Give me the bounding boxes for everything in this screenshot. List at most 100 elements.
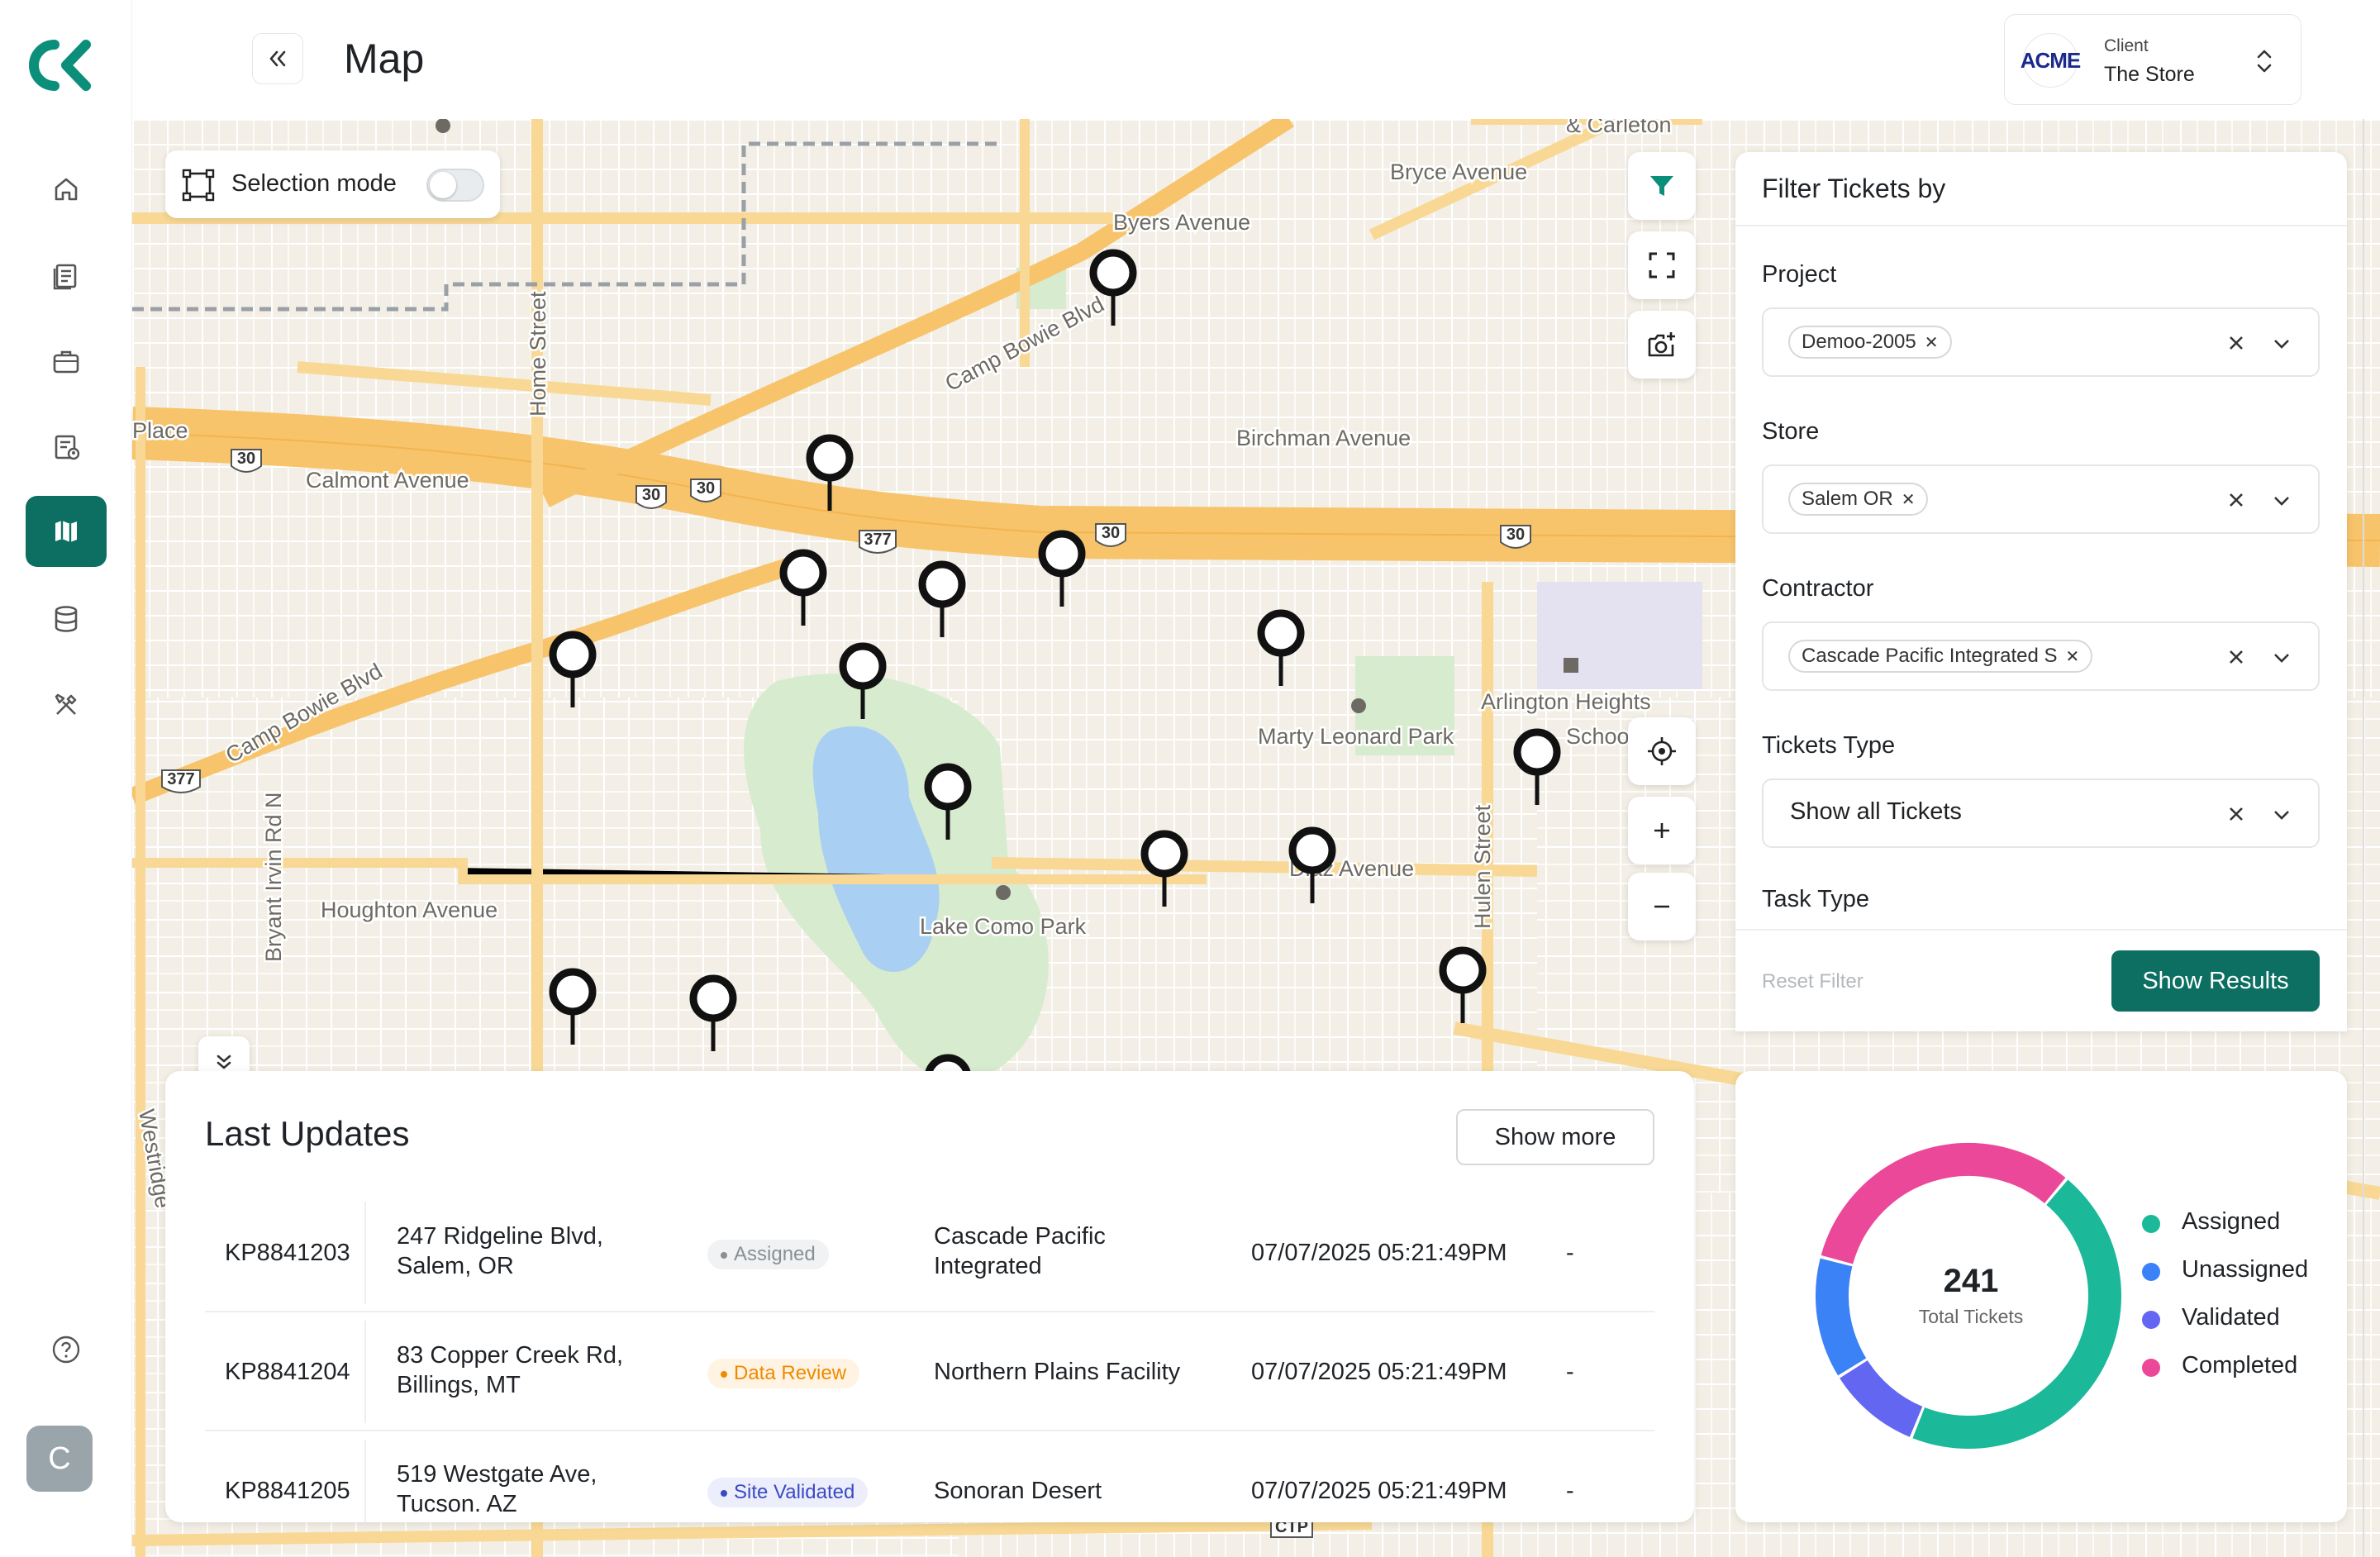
legend-label: Completed [2182,1352,2298,1378]
ticket-pin[interactable] [1038,530,1086,607]
legend-label: Validated [2182,1304,2280,1331]
svg-text:30: 30 [642,486,660,504]
table-row[interactable]: KP8841205 519 Westgate Ave, Tucson. AZ Site… [205,1431,1654,1522]
project-chip[interactable]: Demoo-2005 ✕ [1788,326,1952,359]
project-select[interactable]: Demoo-2005 ✕ [1762,307,2320,377]
legend-swatch [2142,1359,2160,1377]
selection-frame-icon [182,169,215,202]
ticket-pin[interactable] [549,631,597,707]
remove-chip-icon[interactable]: ✕ [1901,491,1916,509]
sidebar-item-map[interactable] [26,496,107,567]
ticket-pin[interactable] [1257,609,1305,686]
ticket-pin[interactable] [924,763,972,840]
selection-mode-toggle[interactable] [426,169,484,202]
sidebar-item-projects[interactable] [26,326,107,397]
column-divider [364,1440,366,1522]
status-badge: Site Validated [707,1478,869,1507]
user-avatar[interactable]: C [26,1426,93,1492]
chevron-down-icon[interactable] [2270,648,2293,668]
sidebar-item-tickets[interactable] [26,412,107,483]
contractor-select[interactable]: Cascade Pacific Integrated S ✕ [1762,621,2320,691]
donut-segment-completed[interactable] [1821,1143,2066,1264]
help-button[interactable] [26,1314,107,1385]
sidebar-item-database[interactable] [26,583,107,655]
sidebar-item-home[interactable] [26,154,107,225]
address-line-1: 83 Copper Creek Rd, [397,1342,624,1369]
database-icon [55,606,78,632]
svg-text:377: 377 [864,531,891,549]
ticket-pin[interactable] [1513,728,1561,805]
sidebar-item-documents[interactable] [26,240,107,311]
contractor-chip[interactable]: Cascade Pacific Integrated S ✕ [1788,640,2093,673]
app-logo[interactable] [26,36,93,94]
ticket-pin[interactable] [549,968,597,1045]
clear-icon[interactable] [2224,488,2249,512]
chip-label: Salem OR [1802,488,1893,510]
ticket-id: KP8841204 [225,1359,350,1385]
ticket-id: KP8841203 [225,1240,350,1266]
zoom-out-button[interactable] [1628,873,1696,940]
ticket-pin[interactable] [1288,826,1336,903]
sidebar-item-tools[interactable] [26,669,107,740]
donut-segment-unassigned[interactable] [1816,1258,1867,1376]
svg-text:30: 30 [697,479,715,498]
remove-chip-icon[interactable]: ✕ [1924,334,1939,352]
ticket-pin[interactable] [839,642,887,719]
show-results-button[interactable]: Show Results [2111,950,2320,1012]
address-line-2: Salem, OR [397,1253,514,1279]
svg-text:CTP: CTP [1275,1518,1308,1536]
chevron-down-icon[interactable] [2270,334,2293,354]
filter-button[interactable] [1628,152,1696,220]
ticket-pin[interactable] [806,434,854,511]
ticket-pin[interactable] [1439,946,1487,1023]
donut-segment-assigned[interactable] [1912,1179,2121,1449]
table-row[interactable]: KP8841203 247 Ridgeline Blvd, Salem, OR Ass… [205,1193,1654,1312]
minus-icon [1654,905,1669,908]
address-line-1: 519 Westgate Ave, [397,1461,597,1488]
tickets-type-select[interactable]: Show all Tickets [1762,778,2320,848]
table-row[interactable]: KP8841204 83 Copper Creek Rd, Billings, MT… [205,1312,1654,1431]
show-more-button[interactable]: Show more [1456,1109,1654,1165]
page-title: Map [344,36,425,82]
client-switcher[interactable]: ACME Client The Store [2004,14,2301,105]
map-label: Home Street [526,291,550,417]
last-updates-panel: Last Updates Show more KP8841203 247 Ridg… [165,1071,1694,1522]
svg-text:377: 377 [167,770,194,788]
chevron-down-icon[interactable] [2270,805,2293,825]
donut-segment-validated[interactable] [1840,1359,1923,1437]
screenshot-button[interactable] [1628,311,1696,379]
chevron-down-icon[interactable] [2270,491,2293,511]
reset-filter-button[interactable]: Reset Filter [1762,970,1864,993]
ticket-pin[interactable] [779,549,827,626]
document-list-icon [53,264,77,290]
clear-icon[interactable] [2224,645,2249,669]
client-name: The Store [2104,63,2195,86]
ticket-pin[interactable] [1089,249,1137,326]
tickets-type-label: Tickets Type [1762,732,1896,759]
column-divider [364,1321,366,1423]
highway-shield: 30 [231,449,262,473]
selection-mode-control[interactable]: Selection mode [165,150,500,218]
ticket-pin[interactable] [689,974,737,1051]
address-line-1: 247 Ridgeline Blvd, [397,1223,603,1250]
clear-icon[interactable] [2224,802,2249,826]
fullscreen-button[interactable] [1628,231,1696,299]
column-divider [364,1202,366,1304]
tickets-type-value: Show all Tickets [1790,798,1962,825]
highway-shield: 377 [161,769,201,793]
collapse-sidebar-button[interactable] [252,33,303,84]
map-label: Bryant Irvin Rd N [261,792,286,962]
store-chip[interactable]: Salem OR ✕ [1788,483,1929,516]
ticket-pin[interactable] [1140,830,1188,907]
contractor-line-1: Cascade Pacific [934,1223,1106,1250]
remove-chip-icon[interactable]: ✕ [2065,648,2080,666]
zoom-in-button[interactable] [1628,797,1696,864]
locate-me-button[interactable] [1628,717,1696,785]
clear-icon[interactable] [2224,331,2249,355]
legend-swatch [2142,1311,2160,1329]
ticket-pin[interactable] [918,560,966,637]
store-select[interactable]: Salem OR ✕ [1762,464,2320,534]
map-label: Diaz Avenue [1289,856,1414,881]
map-label: Arlington Heights [1481,689,1651,714]
double-chevron-left-icon [269,50,286,67]
